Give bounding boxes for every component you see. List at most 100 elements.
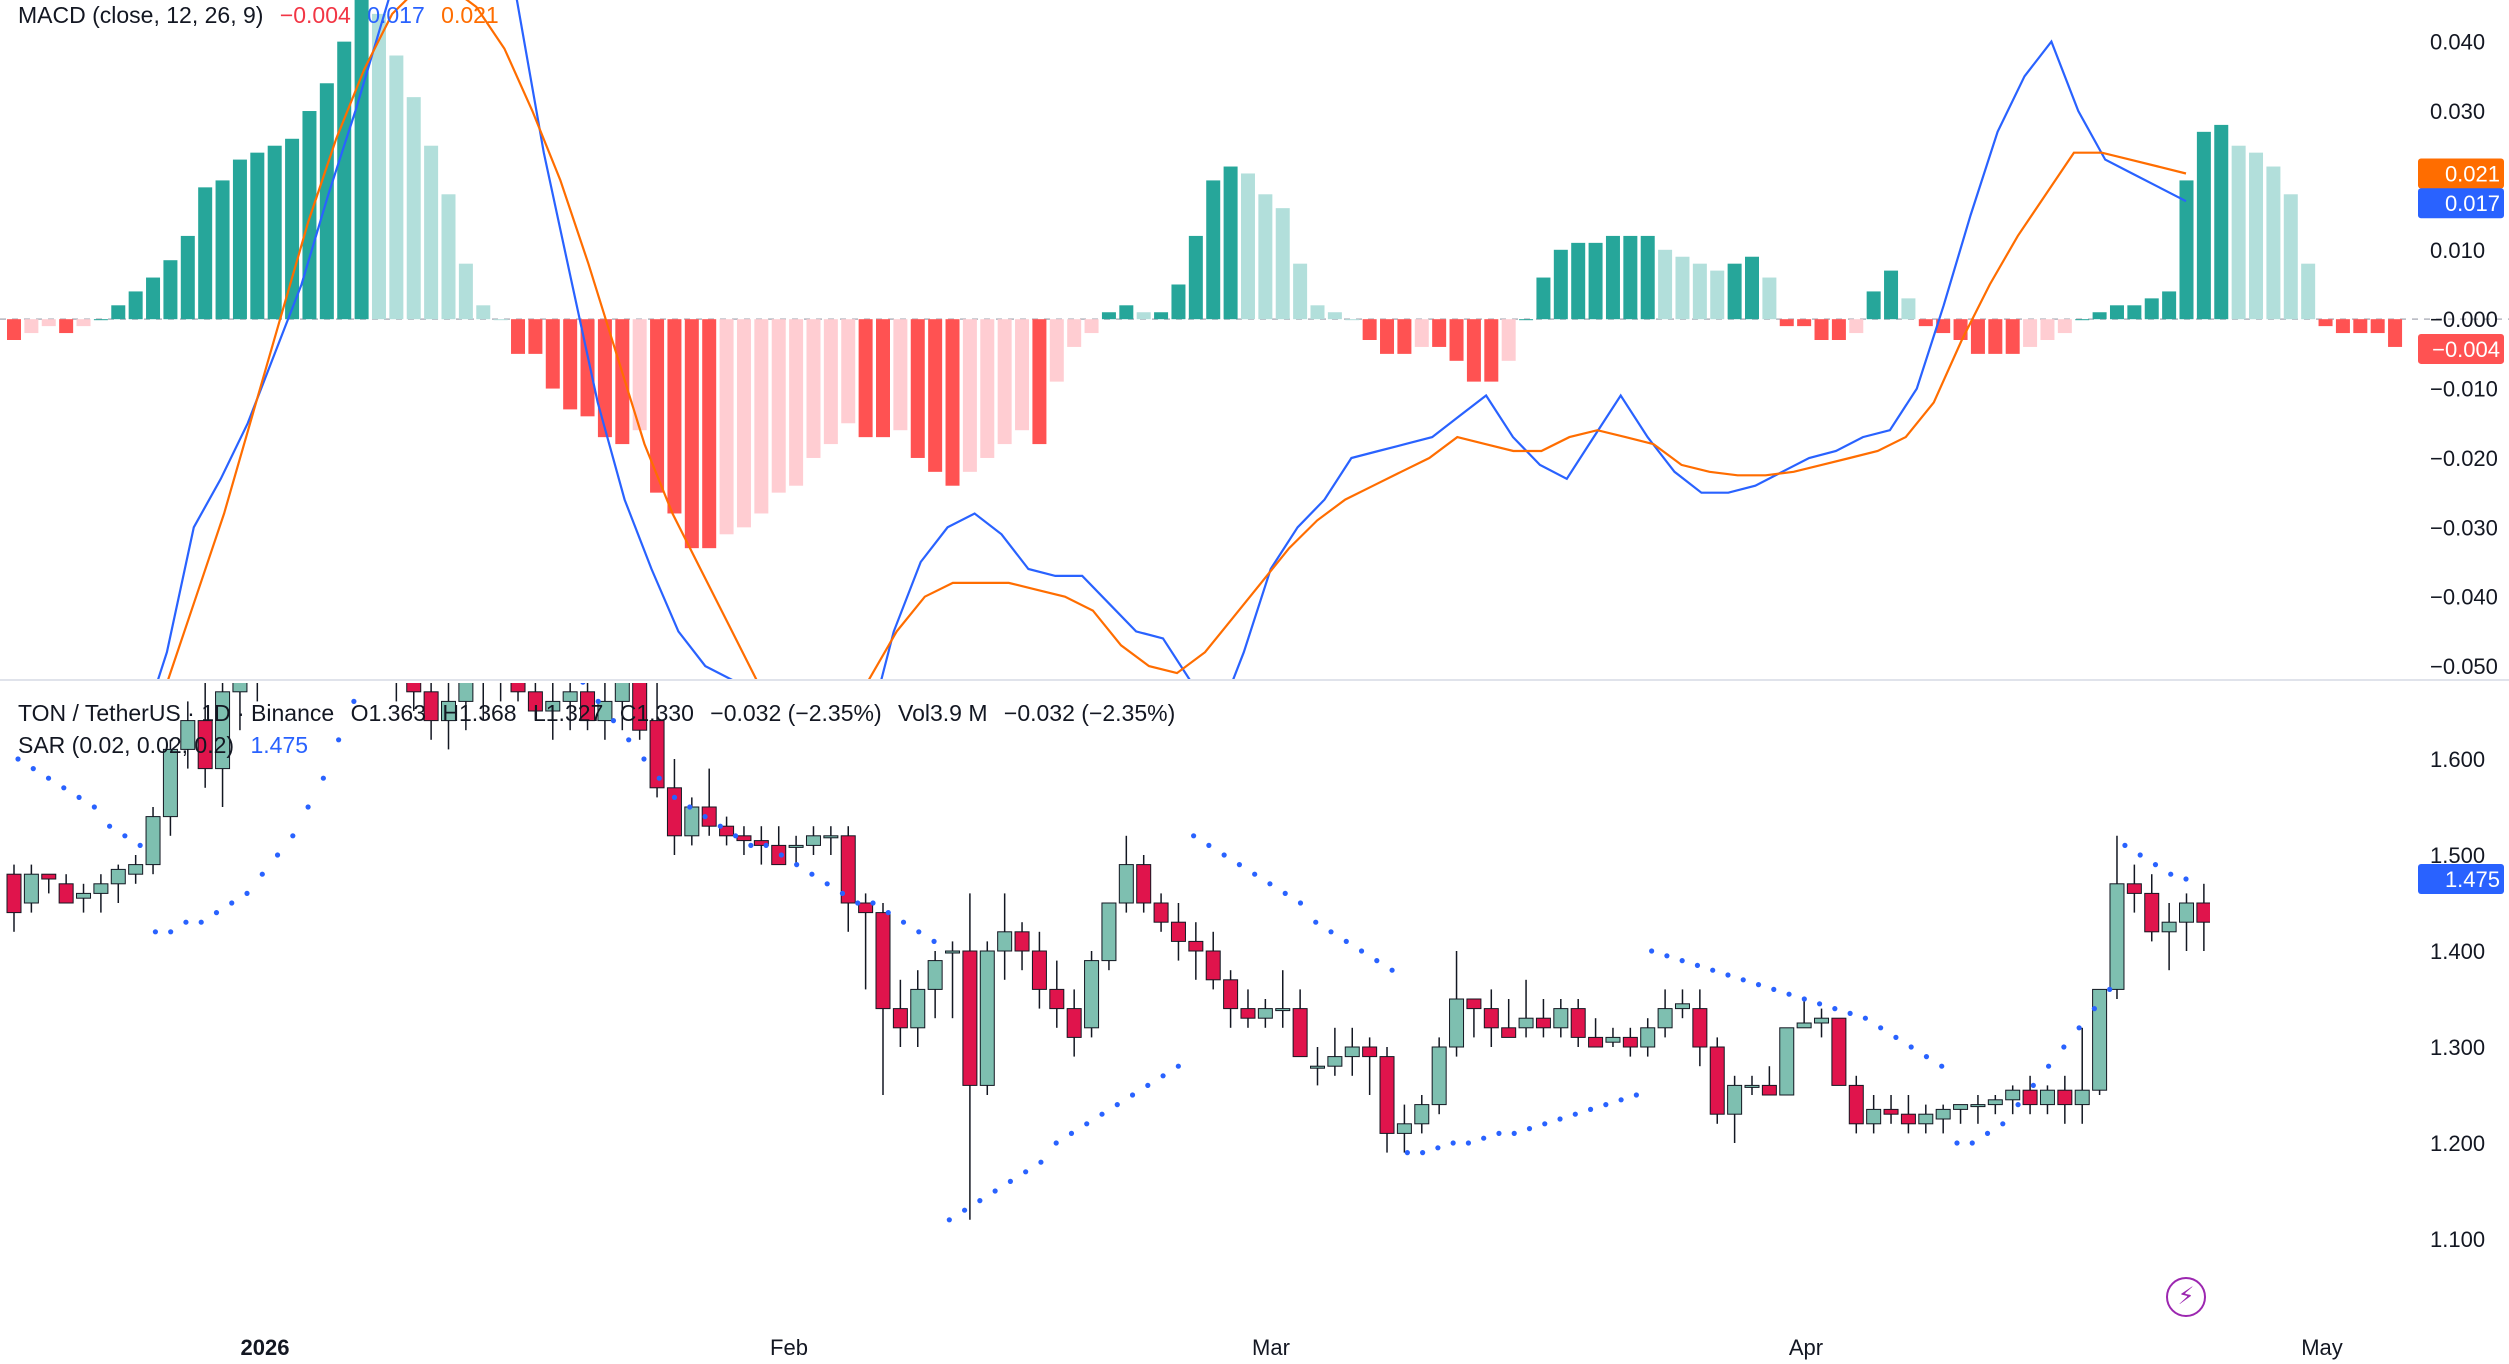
sar-dot bbox=[367, 660, 372, 665]
candle-body bbox=[2144, 892, 2160, 933]
candle-body bbox=[1761, 1084, 1777, 1096]
candle-body bbox=[1779, 1027, 1795, 1096]
sar-dot bbox=[1236, 862, 1243, 868]
sar-dot bbox=[1175, 1063, 1181, 1069]
signal-last-value-tag-text: 0.021 bbox=[2445, 161, 2500, 186]
candle-body bbox=[268, 634, 282, 644]
candle-body bbox=[771, 844, 787, 866]
sar-dot bbox=[1816, 1001, 1823, 1007]
sar-dot bbox=[794, 862, 800, 868]
histogram-bar bbox=[1119, 305, 1134, 320]
histogram-bar bbox=[1466, 319, 1481, 382]
candle-body bbox=[736, 835, 752, 842]
histogram-bar bbox=[2005, 319, 2020, 354]
sar-dot bbox=[1450, 1140, 1456, 1146]
candle-body bbox=[215, 691, 231, 770]
histogram-bar bbox=[1362, 319, 1377, 340]
candle-body bbox=[1396, 1123, 1412, 1134]
sar-dot bbox=[1786, 991, 1792, 997]
candle-body bbox=[1066, 1008, 1082, 1038]
candle-body bbox=[1431, 1046, 1447, 1106]
candle-body bbox=[232, 683, 248, 693]
candle-body bbox=[6, 873, 22, 914]
histogram-bar bbox=[563, 319, 578, 410]
histogram-bar bbox=[2388, 319, 2403, 347]
histogram-bar bbox=[41, 319, 56, 327]
time-axis-label: May bbox=[2301, 1335, 2343, 1360]
sar-dot bbox=[1404, 1150, 1410, 1156]
histogram-bar bbox=[1032, 319, 1047, 445]
histogram-bar bbox=[684, 319, 699, 549]
sar-dot bbox=[290, 833, 296, 839]
candle-body bbox=[1535, 1017, 1551, 1029]
histogram-bar bbox=[2179, 180, 2194, 320]
sar-legend-name: SAR (0.02, 0.02, 0.2) bbox=[18, 732, 235, 758]
histogram-bar bbox=[1866, 291, 1881, 320]
candle-body bbox=[666, 787, 682, 837]
sar-dot bbox=[1893, 1034, 1899, 1040]
lightning-icon[interactable]: ⚡︎ bbox=[2166, 1277, 2206, 1317]
sar-dot bbox=[2061, 1044, 2067, 1050]
sar-dot bbox=[1129, 1092, 1136, 1098]
histogram-bar bbox=[771, 319, 786, 493]
sar-dot bbox=[1679, 958, 1685, 964]
time-axis-label: 2026 bbox=[241, 1335, 290, 1360]
histogram-bar bbox=[893, 319, 908, 431]
sar-dot bbox=[717, 823, 723, 829]
candle-body bbox=[1953, 1104, 1969, 1110]
candle-body bbox=[614, 683, 630, 702]
histogram-bar bbox=[59, 319, 74, 334]
macd-legend-hist: −0.004 bbox=[279, 2, 351, 28]
sar-dot bbox=[1023, 1169, 1029, 1175]
histogram-bar bbox=[702, 319, 717, 549]
histogram-bar bbox=[597, 319, 612, 438]
sar-dot bbox=[824, 881, 830, 887]
sar-dot bbox=[1435, 1145, 1441, 1151]
histogram-bar bbox=[910, 319, 925, 458]
histogram-bar bbox=[876, 319, 890, 438]
histogram-bar bbox=[424, 145, 439, 320]
time-axis-label: Apr bbox=[1789, 1335, 1823, 1360]
histogram-bar bbox=[337, 41, 352, 320]
candle-body bbox=[2126, 883, 2142, 894]
histogram-bar bbox=[2353, 319, 2368, 334]
sar-dot bbox=[137, 842, 143, 849]
histogram-bar bbox=[2266, 166, 2281, 320]
sar-dot bbox=[1374, 958, 1380, 964]
sar-dot bbox=[1343, 938, 1349, 945]
price-pane bbox=[6, 634, 2210, 1223]
sar-dot bbox=[641, 756, 647, 762]
candle-body bbox=[1153, 902, 1169, 923]
macd-pane bbox=[0, 0, 2509, 680]
sar-dot bbox=[931, 938, 937, 945]
signal-last-value-tag-bg bbox=[2418, 158, 2504, 189]
sar-dot bbox=[2152, 862, 2159, 868]
histogram-bar bbox=[7, 319, 21, 340]
candle-body bbox=[1292, 1008, 1308, 1058]
ohlc-high: H1.368 bbox=[442, 700, 517, 726]
histogram-bar bbox=[1084, 319, 1099, 334]
candle-body bbox=[1588, 1036, 1604, 1048]
sar-dot bbox=[1328, 929, 1334, 935]
candle-body bbox=[1935, 1108, 1951, 1120]
histogram-bar bbox=[1553, 249, 1568, 320]
macd-axis-tick: −0.030 bbox=[2430, 515, 2498, 540]
sar-dot bbox=[1420, 1150, 1426, 1156]
histogram-bar bbox=[441, 194, 456, 320]
sar-dot bbox=[1206, 842, 1212, 849]
symbol-title[interactable]: TON / TetherUS · 1D · Binance bbox=[18, 700, 335, 726]
histogram-bar bbox=[1745, 256, 1759, 320]
sar-dot bbox=[2030, 1082, 2036, 1088]
histogram-bar bbox=[1240, 173, 1255, 320]
histogram-bar bbox=[1171, 284, 1186, 320]
candle-body bbox=[701, 806, 717, 827]
sar-dot bbox=[1389, 967, 1395, 973]
sar-dot bbox=[1481, 1135, 1487, 1141]
candle-body bbox=[1257, 1008, 1273, 1019]
candle-body bbox=[1640, 1027, 1656, 1048]
macd-last-value-tag: 0.017 bbox=[2418, 188, 2504, 219]
macd-legend-name: MACD (close, 12, 26, 9) bbox=[18, 2, 264, 28]
sar-dot bbox=[1252, 871, 1258, 877]
histogram-bar bbox=[2231, 145, 2246, 320]
macd-legend: MACD (close, 12, 26, 9) −0.004 0.017 0.0… bbox=[18, 2, 509, 29]
